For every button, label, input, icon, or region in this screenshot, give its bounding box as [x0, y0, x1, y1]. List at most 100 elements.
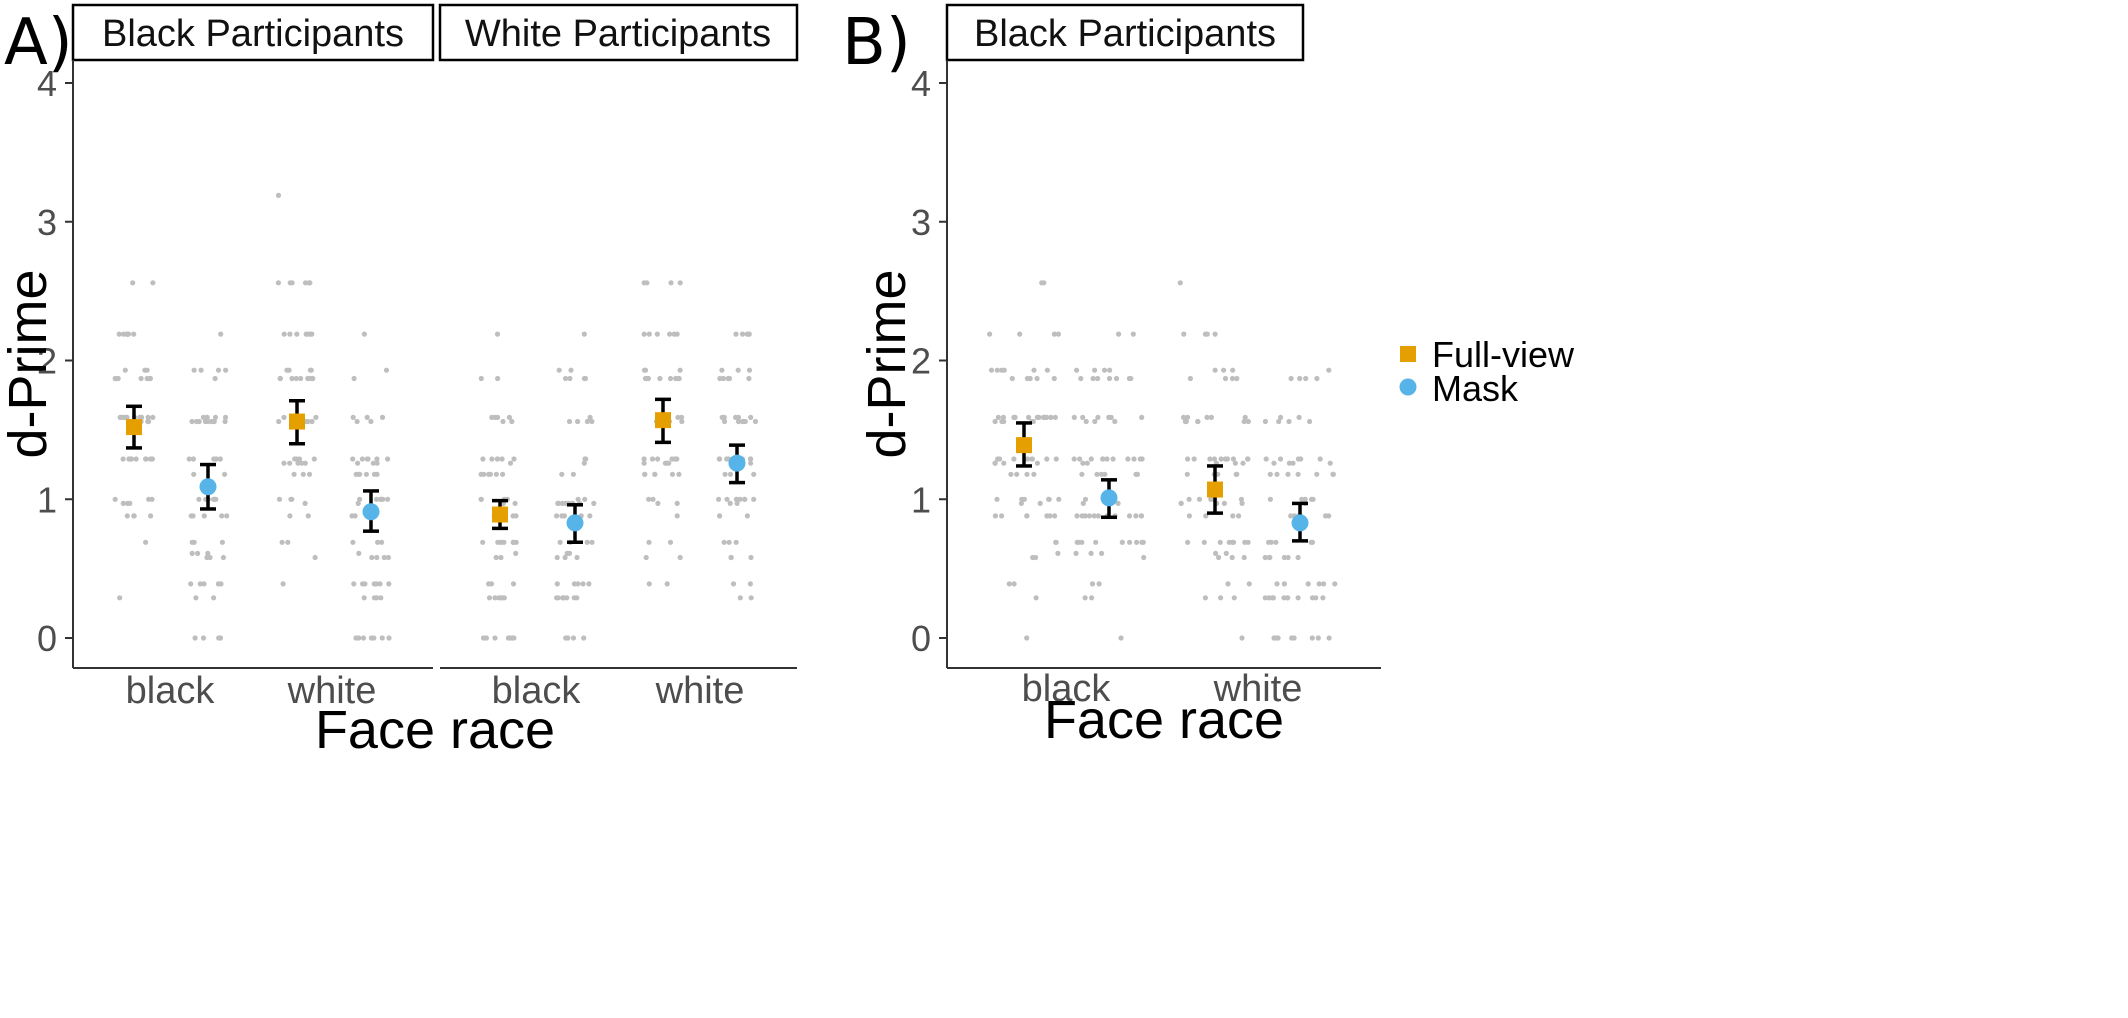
x-axis-title: Face race: [1044, 690, 1284, 750]
raw-point: [150, 280, 156, 286]
raw-point: [1051, 331, 1057, 337]
raw-point: [357, 496, 363, 502]
raw-point: [567, 375, 573, 382]
raw-point: [992, 460, 998, 466]
raw-point: [1104, 456, 1110, 462]
raw-point: [1110, 456, 1116, 462]
raw-point: [1115, 500, 1121, 506]
raw-point: [1266, 595, 1272, 601]
raw-point: [498, 539, 504, 545]
raw-point: [664, 581, 670, 587]
raw-point: [1278, 414, 1284, 420]
raw-point: [1112, 418, 1118, 425]
raw-point: [562, 375, 569, 382]
raw-point: [1284, 595, 1290, 601]
raw-point: [568, 367, 574, 373]
raw-point: [734, 500, 740, 506]
raw-point: [570, 471, 577, 477]
raw-point: [667, 539, 674, 545]
raw-point: [200, 635, 207, 641]
raw-point: [1242, 414, 1248, 420]
raw-point: [1246, 581, 1252, 587]
raw-point: [1213, 550, 1219, 557]
panel-label-a: A): [4, 6, 73, 80]
raw-point: [277, 375, 283, 382]
raw-point: [733, 414, 739, 420]
raw-point: [735, 367, 741, 373]
raw-point: [1212, 367, 1218, 373]
raw-point: [655, 456, 661, 462]
raw-point: [350, 456, 356, 462]
raw-point: [494, 456, 500, 462]
raw-point: [1024, 513, 1030, 519]
raw-point: [311, 456, 317, 462]
raw-point: [217, 635, 224, 641]
raw-point: [193, 595, 199, 601]
raw-point: [646, 331, 652, 337]
raw-point: [587, 513, 593, 519]
raw-point: [122, 367, 128, 373]
raw-point: [1033, 595, 1039, 601]
raw-point: [748, 554, 754, 561]
raw-point: [587, 414, 593, 420]
y-tick-label: 1: [911, 479, 931, 520]
raw-point: [1133, 471, 1139, 477]
raw-point: [196, 496, 202, 502]
raw-point: [356, 635, 362, 641]
raw-point: [650, 496, 656, 502]
raw-point: [499, 456, 505, 462]
raw-point: [1079, 471, 1085, 477]
raw-point: [295, 460, 301, 466]
raw-point: [1288, 375, 1294, 382]
raw-point: [1236, 513, 1242, 519]
raw-point: [556, 367, 562, 373]
raw-point: [642, 367, 649, 373]
raw-point: [1095, 375, 1101, 382]
raw-point: [677, 367, 683, 373]
raw-point: [1186, 496, 1192, 502]
raw-point: [204, 414, 210, 420]
raw-point: [725, 375, 731, 382]
raw-point: [563, 635, 569, 641]
raw-point: [1071, 456, 1077, 462]
raw-point: [1014, 471, 1020, 477]
raw-point: [1177, 280, 1183, 286]
raw-point: [726, 539, 732, 545]
raw-point: [143, 456, 149, 462]
raw-point: [120, 500, 126, 506]
raw-point: [280, 581, 286, 587]
raw-point: [302, 500, 308, 506]
mean-marker-full-view: [1207, 481, 1223, 498]
raw-point: [1091, 513, 1097, 519]
raw-point: [1099, 550, 1105, 557]
raw-point: [1281, 554, 1287, 561]
raw-point: [306, 471, 313, 477]
raw-point: [1207, 456, 1213, 462]
raw-point: [386, 635, 392, 641]
raw-point: [641, 456, 647, 462]
raw-point: [486, 595, 493, 601]
raw-point: [1119, 539, 1125, 545]
raw-point: [1011, 581, 1017, 587]
raw-point: [350, 539, 356, 545]
y-axis-ticks: 0 1 2 3 4: [911, 63, 947, 659]
raw-point: [1021, 496, 1027, 502]
raw-point: [994, 496, 1000, 502]
raw-point: [1018, 500, 1024, 506]
raw-point: [287, 331, 293, 337]
raw-point: [1082, 595, 1088, 601]
raw-point: [646, 581, 652, 587]
raw-point: [1291, 635, 1297, 641]
raw-point: [679, 418, 685, 425]
raw-point: [204, 554, 210, 561]
raw-point: [751, 496, 757, 502]
raw-point: [1182, 418, 1188, 425]
mean-marker-mask: [1100, 489, 1118, 507]
raw-point: [309, 331, 315, 337]
raw-point: [589, 539, 595, 545]
raw-point: [188, 581, 194, 587]
x-tick-label-white: white: [1213, 668, 1303, 710]
raw-point: [1098, 471, 1104, 477]
mean-marker-mask: [728, 454, 746, 472]
raw-point: [1074, 513, 1080, 519]
